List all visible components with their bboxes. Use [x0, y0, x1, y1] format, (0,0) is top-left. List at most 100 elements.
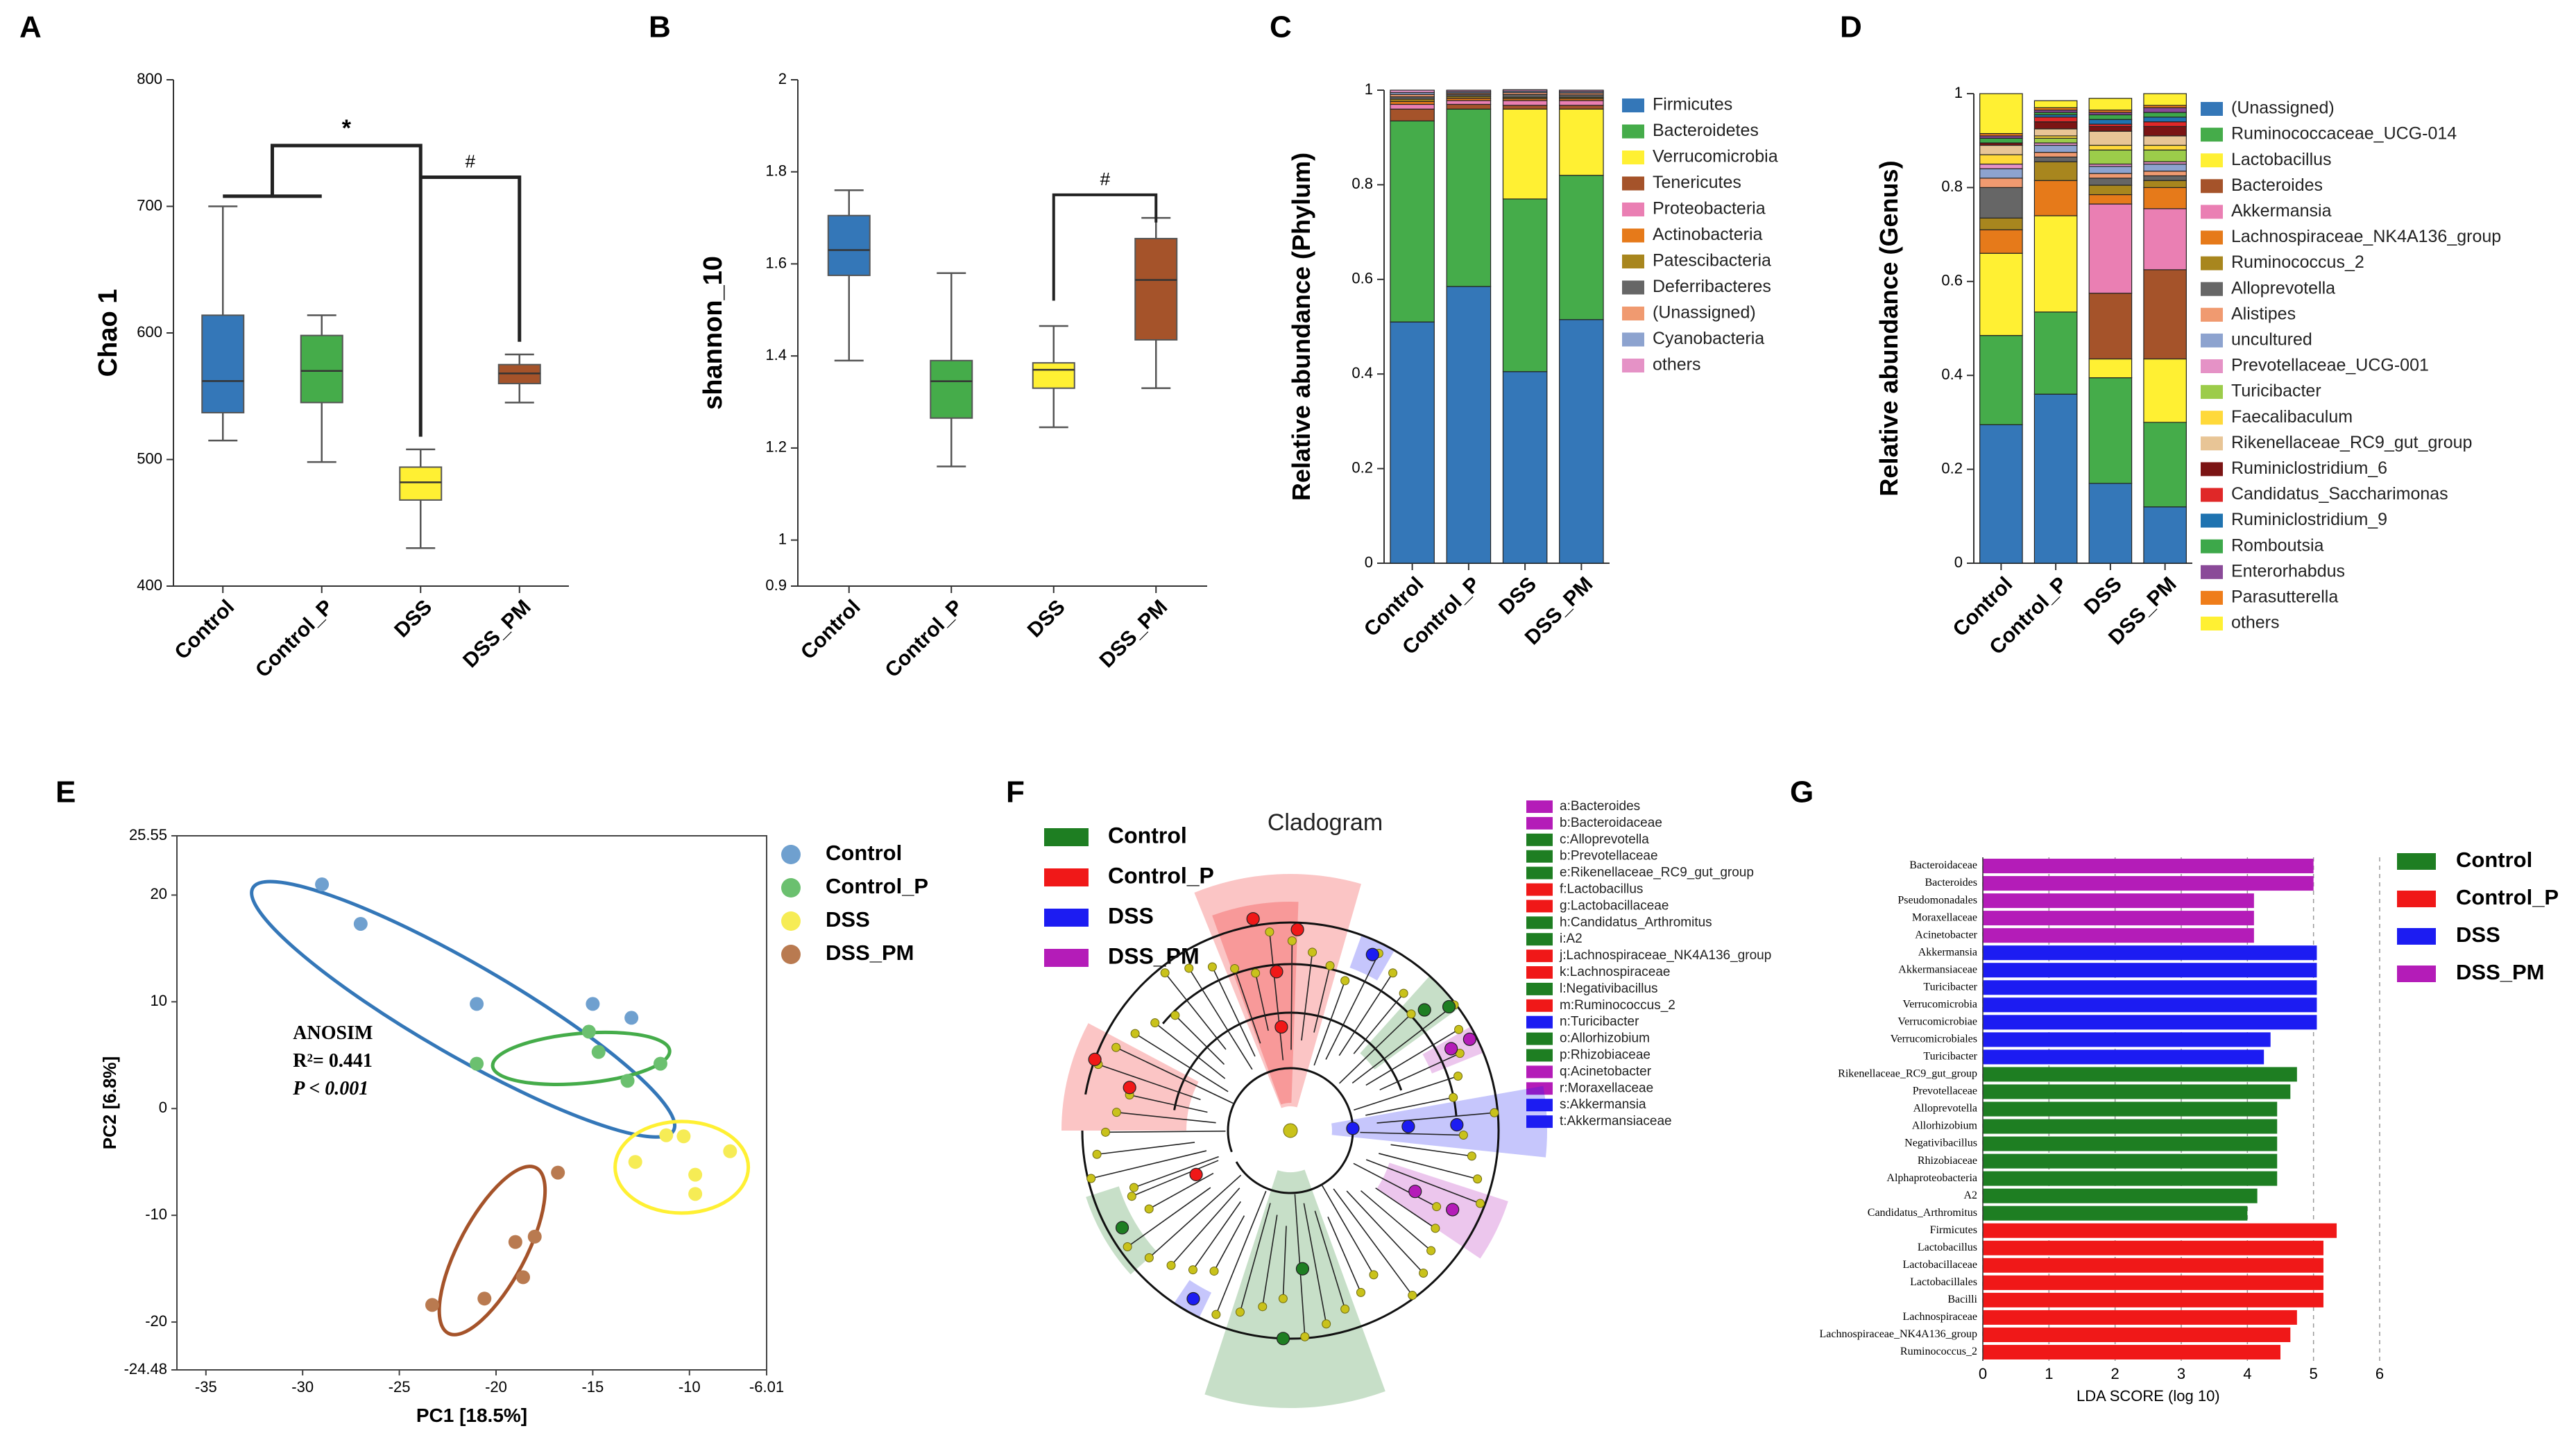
E-anosim-p: P < 0.001	[292, 1078, 368, 1099]
D-legend-swatch	[2201, 488, 2223, 502]
G-bar-label: Pseudomonadales	[1897, 894, 1977, 906]
E-legend-label: DSS	[826, 907, 870, 932]
F-tree-branch	[1116, 1047, 1234, 1104]
F-tree-branch	[1170, 1187, 1240, 1266]
F-taxon-swatch	[1526, 1082, 1553, 1095]
E-anosim-title: ANOSIM	[293, 1022, 373, 1044]
E-ytick-label: 0	[159, 1099, 167, 1116]
F-taxon-label: m:Ruminococcus_2	[1560, 998, 1675, 1013]
F-clade-sector-prevotellaceae	[1360, 976, 1459, 1070]
E-xtick-label: -10	[679, 1378, 701, 1396]
F-taxon-swatch	[1526, 933, 1553, 946]
F-tree-node	[1340, 976, 1350, 986]
D-bar-Control_P-Alloprevotella	[2033, 156, 2078, 162]
C-bar-DSS-Verrucomicrobia	[1502, 108, 1548, 200]
G-bar-label: Alloprevotella	[1913, 1103, 1977, 1115]
G-bar-label: Negativibacillus	[1904, 1138, 1977, 1149]
C-legend-swatch	[1622, 124, 1644, 139]
D-ytick-label: 0.6	[1941, 272, 1963, 289]
F-tree-node	[1160, 968, 1170, 978]
C-bar-Control_P-Proteobacteria	[1446, 100, 1492, 105]
E-xtick-label: -25	[389, 1378, 411, 1396]
F-tree-node	[1308, 947, 1317, 957]
C-ytick-label: 1	[1365, 80, 1373, 98]
C-ytick-label: 0.2	[1351, 458, 1373, 476]
A-xtick-label: DSS	[390, 596, 436, 642]
C-legend-label: Firmicutes	[1653, 95, 1732, 114]
E-ylabel: PC2 [6.8%]	[99, 1056, 120, 1149]
C-bar-DSS_PM-Tenericutes	[1559, 105, 1604, 110]
E-legend-label: Control_P	[826, 874, 928, 898]
E-ytick-label: -24.48	[124, 1360, 167, 1378]
F-tree-branch	[1192, 1201, 1241, 1271]
D-legend-swatch	[2201, 333, 2223, 347]
E-point-DSS_PM	[516, 1270, 531, 1285]
A-box-DSS	[399, 466, 443, 501]
F-tree-branch	[1234, 968, 1261, 1044]
panel-letter-B: B	[649, 10, 671, 44]
F-biomarker-node	[1446, 1203, 1460, 1217]
G-bar-Acinetobacter	[1983, 928, 2254, 943]
F-tree-node	[1467, 1151, 1476, 1161]
F-taxon-label: k:Lachnospiraceae	[1560, 965, 1671, 979]
F-legend-swatch	[1044, 868, 1089, 886]
D-legend-swatch	[2201, 282, 2223, 296]
F-tree-branch	[1321, 1184, 1374, 1276]
E-legend-marker	[781, 945, 801, 964]
D-legend-label: Alloprevotella	[2231, 278, 2335, 298]
D-bar-Control_P-Rikenellaceae_RC9_gut_group	[2033, 128, 2078, 137]
G-bar-Alloprevotella	[1983, 1101, 2278, 1117]
A-ytick-label: 400	[137, 576, 162, 594]
D-legend-swatch	[2201, 179, 2223, 194]
E-ellipse-DSS_PM	[437, 1165, 547, 1337]
G-legend-swatch	[2397, 928, 2436, 945]
D-legend-swatch	[2201, 256, 2223, 271]
F-biomarker-node	[1088, 1052, 1102, 1066]
F-taxon-swatch	[1526, 1115, 1553, 1129]
C-bar-DSS-others	[1502, 89, 1548, 92]
D-bar-Control-Lactobacillus	[1979, 252, 2023, 336]
D-bar-DSS-Ruminiclostridium_9	[2088, 119, 2133, 125]
D-bar-DSS_PM-Akkermansia	[2143, 208, 2187, 271]
G-bar-Prevotellaceae	[1983, 1084, 2291, 1099]
G-bar-label: Akkermansia	[1918, 946, 1977, 958]
A-ylabel: Chao 1	[94, 289, 123, 377]
F-legend-swatch	[1044, 828, 1089, 846]
D-legend-swatch	[2201, 411, 2223, 425]
F-taxon-swatch	[1526, 816, 1553, 830]
B-ytick-label: 1.4	[765, 346, 787, 363]
C-ytick-label: 0.6	[1351, 270, 1373, 287]
F-tree-node	[1101, 1127, 1111, 1137]
F-biomarker-node	[1462, 1032, 1476, 1046]
B-bracket-hash	[1052, 193, 1158, 301]
panel-letter-D: D	[1840, 10, 1862, 44]
G-bar-label: Firmicutes	[1930, 1224, 1977, 1236]
G-bar-label: Lactobacillus	[1918, 1242, 1977, 1253]
F-tree-branch	[1211, 966, 1256, 1057]
F-tree-node	[1144, 1253, 1154, 1262]
panel-letter-A: A	[19, 10, 42, 44]
D-legend-label: Rikenellaceae_RC9_gut_group	[2231, 433, 2472, 452]
F-taxon-swatch	[1526, 1015, 1553, 1029]
G-bar-label: Rikenellaceae_RC9_gut_group	[1838, 1068, 1977, 1080]
E-point-Control_P	[581, 1024, 596, 1039]
D-legend-swatch	[2201, 565, 2223, 579]
C-ylabel: Relative abundance (Phylum)	[1287, 153, 1315, 501]
E-ytick-label: -10	[145, 1205, 167, 1223]
D-legend-label: Parasutterella	[2231, 587, 2338, 607]
C-xtick-label: DSS	[1494, 573, 1541, 619]
E-xtick-label: -35	[195, 1378, 217, 1396]
E-point-DSS	[723, 1144, 737, 1158]
F-tree-branch	[1338, 1013, 1412, 1084]
G-bar-Lachnospiraceae	[1983, 1310, 2297, 1325]
D-bar-Control_P-Turicibacter	[2033, 137, 2078, 144]
D-legend-swatch	[2201, 307, 2223, 322]
C-bar-DSS_PM-Verrucomicrobia	[1559, 108, 1604, 176]
F-legend-label: Control	[1108, 823, 1187, 848]
D-bar-DSS-Alloprevotella	[2088, 178, 2133, 186]
D-bar-Control-Alistipes	[1979, 178, 2023, 188]
F-tree-branch	[1134, 1033, 1229, 1092]
D-bar-DSS_PM-Ruminococcus_2	[2143, 180, 2187, 188]
F-taxon-swatch	[1526, 966, 1553, 979]
C-legend-label: Actinobacteria	[1653, 225, 1763, 244]
